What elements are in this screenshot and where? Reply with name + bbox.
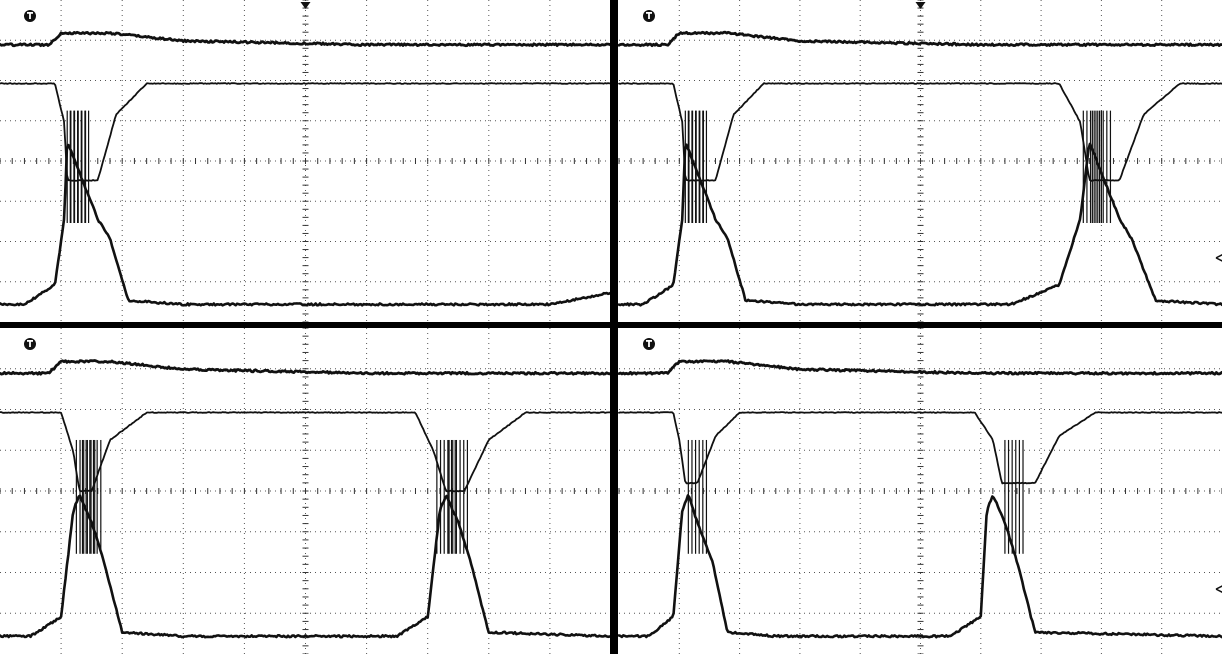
graticule [618, 327, 1222, 654]
trigger-marker-icon [24, 338, 36, 350]
waveform-trace-1 [0, 30, 613, 48]
ground-reference-icon [1215, 585, 1222, 593]
scope-panel-bottom-right [617, 327, 1222, 654]
graticule [0, 327, 612, 654]
graticule [0, 0, 612, 323]
waveform-trace-2 [618, 82, 1222, 182]
scope-panel-bottom-left [0, 327, 613, 654]
waveform-trace-1 [617, 359, 1222, 376]
waveform-trace-3 [617, 142, 1222, 307]
waveform-trace-2 [0, 411, 612, 493]
switching-ringing [687, 439, 1024, 554]
trigger-marker-icon [24, 10, 36, 22]
waveform-trace-3 [0, 494, 613, 639]
waveform-trace-3 [617, 494, 1222, 639]
switching-ringing [75, 439, 469, 554]
scope-panel-top-right [617, 0, 1222, 323]
scope-panel-top-left [0, 0, 613, 323]
trigger-marker-icon [643, 338, 655, 350]
trigger-marker-icon [643, 10, 655, 22]
trigger-position-icon [915, 2, 926, 9]
waveform-trace-2 [618, 411, 1222, 485]
switching-ringing [684, 110, 1112, 223]
ground-reference-icon [1215, 254, 1222, 262]
horizontal-divider [0, 322, 1222, 328]
waveform-trace-1 [617, 30, 1222, 48]
waveform-trace-1 [0, 359, 613, 376]
waveform-trace-3 [0, 143, 613, 307]
waveform-trace-2 [0, 82, 612, 182]
trigger-position-icon [300, 2, 311, 9]
switching-ringing [66, 110, 90, 223]
